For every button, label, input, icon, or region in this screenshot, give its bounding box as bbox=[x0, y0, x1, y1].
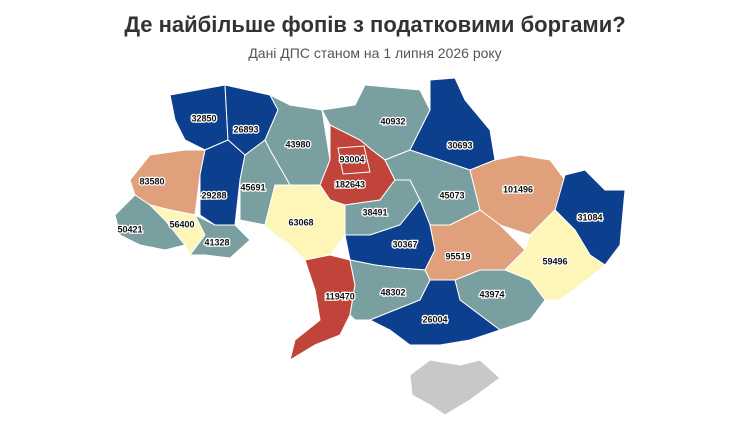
region-value: 83580 bbox=[139, 176, 164, 186]
region-value: 26893 bbox=[233, 124, 258, 134]
region-value: 32850 bbox=[191, 113, 216, 123]
region-value: 101496 bbox=[503, 184, 533, 194]
region-value: 119470 bbox=[325, 291, 355, 301]
region-value: 31084 bbox=[577, 212, 602, 222]
regions bbox=[114, 77, 626, 362]
region bbox=[289, 254, 356, 362]
region bbox=[189, 213, 251, 259]
region-value: 40932 bbox=[380, 116, 405, 126]
region-value: 41328 bbox=[204, 237, 229, 247]
region-value: 43980 bbox=[285, 139, 310, 149]
subtitle: Дані ДПС станом на 1 липня 2026 року bbox=[248, 45, 501, 61]
labels: 32850 26893 43980 40932 30693 182643 93004 8358… bbox=[116, 112, 604, 326]
region-value: 45073 bbox=[439, 190, 464, 200]
region bbox=[368, 279, 502, 346]
region-value: 48302 bbox=[380, 287, 405, 297]
region-value: 95519 bbox=[445, 251, 470, 261]
region-value: 59496 bbox=[542, 256, 567, 266]
region-value: 38491 bbox=[362, 207, 387, 217]
region-value: 50421 bbox=[117, 224, 142, 234]
region-value: 182643 bbox=[335, 179, 365, 189]
title: Де найбільше фопів з податковими боргами… bbox=[124, 12, 625, 37]
region-value: 30693 bbox=[447, 140, 472, 150]
region-value: 63068 bbox=[288, 217, 313, 227]
region bbox=[199, 139, 246, 226]
region-value: 56400 bbox=[169, 219, 194, 229]
crimea bbox=[409, 359, 501, 416]
region-value: 30367 bbox=[392, 239, 417, 249]
region-value: 43974 bbox=[479, 289, 504, 299]
region-value: 45691 bbox=[240, 182, 265, 192]
region-value: 29288 bbox=[201, 190, 226, 200]
region-value: 26004 bbox=[422, 314, 447, 324]
region-value: 93004 bbox=[339, 154, 364, 164]
region bbox=[337, 145, 371, 175]
